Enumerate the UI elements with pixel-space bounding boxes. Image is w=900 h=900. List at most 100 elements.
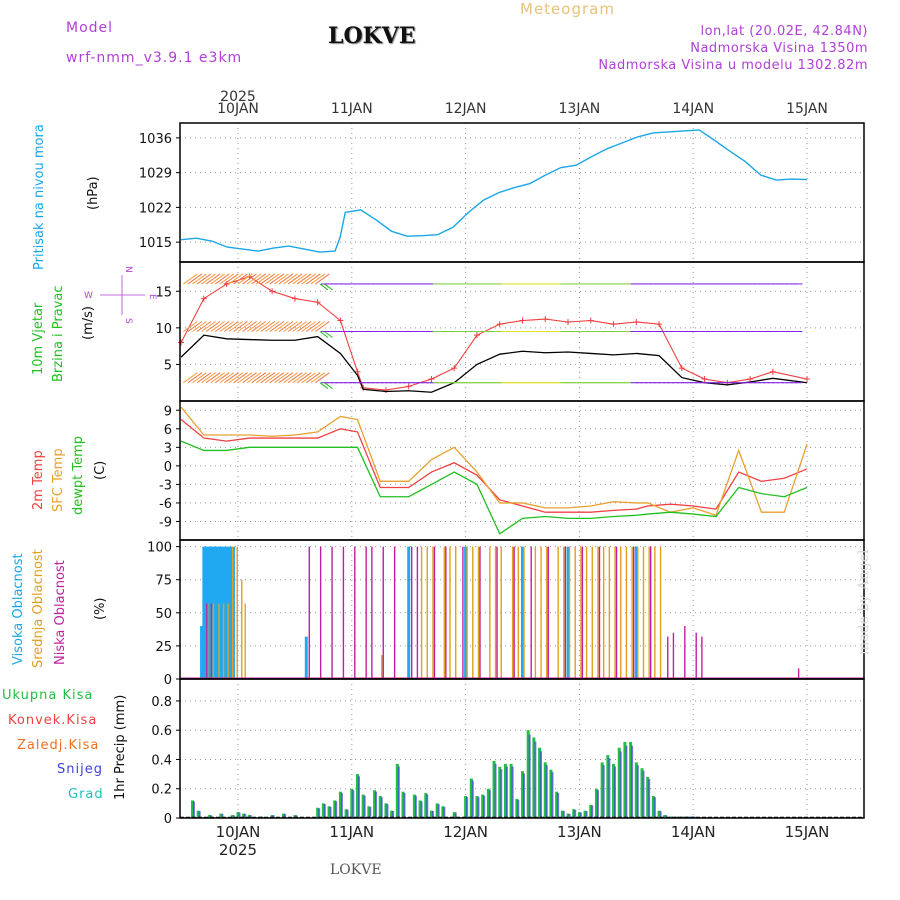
- precip-bar-total: [617, 747, 621, 818]
- cloud-title-3: Niska Oblacnost: [53, 560, 68, 665]
- precip-bar-snow: [619, 751, 622, 818]
- precip-bar-total: [503, 763, 507, 818]
- lonlat-text: lon,lat (20.02E, 42.84N): [700, 24, 868, 39]
- precip-bar-total: [572, 809, 576, 818]
- wind-arrow: [237, 273, 253, 285]
- wind-arrow: [246, 372, 262, 384]
- precip-bar-snow: [648, 779, 651, 818]
- panel-frame: [179, 678, 865, 819]
- precip-bar-snow: [357, 776, 360, 818]
- precip-bar-snow: [386, 804, 389, 818]
- precip-bar-snow: [346, 809, 349, 818]
- precip-bar-snow: [454, 812, 457, 818]
- precip-bar-total: [646, 777, 650, 818]
- wind-arrow: [324, 382, 333, 390]
- precip-bar-total: [629, 741, 633, 818]
- gust-marker: [178, 339, 185, 346]
- precip-bar-total: [623, 741, 627, 818]
- precip-bar-snow: [192, 801, 195, 818]
- precip-bar-total: [338, 791, 342, 818]
- precip-bar-total: [475, 796, 479, 818]
- precip-bar-total: [333, 800, 337, 818]
- wind-arrow: [228, 273, 244, 285]
- precip-bar-snow: [329, 806, 332, 818]
- wind-arrow: [205, 273, 221, 285]
- precip-bar-total: [452, 812, 456, 818]
- precip-legend-total: Ukupna Kisa: [2, 688, 93, 703]
- wind-arrow: [301, 273, 317, 285]
- precip-bar-snow: [591, 805, 594, 818]
- wind-arrow: [319, 331, 329, 338]
- precip-bar-snow: [323, 804, 326, 818]
- precip-bar-snow: [232, 815, 235, 818]
- precip-bar-snow: [414, 795, 417, 818]
- pressure-unit: (hPa): [86, 176, 101, 210]
- y-tick-label: -6: [159, 497, 172, 512]
- precip-bar-snow: [210, 815, 213, 818]
- wind-arrow: [205, 372, 221, 384]
- wind-arrow: [287, 273, 303, 285]
- wind-arrow: [315, 372, 330, 384]
- y-tick-label: 25: [155, 640, 172, 655]
- precip-bar-snow: [614, 766, 617, 818]
- wind-arrow: [237, 372, 253, 384]
- precip-bar-total: [401, 791, 405, 818]
- wind-arrow: [296, 372, 312, 384]
- wind-arrow: [310, 273, 326, 285]
- wind-arrow: [324, 283, 333, 291]
- precip-bar-total: [657, 810, 661, 818]
- precip-bar-snow: [249, 815, 252, 818]
- precip-bar-snow: [608, 758, 611, 818]
- precip-bar-total: [361, 794, 365, 818]
- precip-bar-snow: [562, 811, 565, 818]
- elevation-text: Nadmorska Visina 1350m: [690, 41, 868, 56]
- precip-bar-snow: [431, 811, 434, 818]
- wind-arrow: [292, 321, 307, 332]
- compass-w: W: [84, 291, 93, 301]
- precip-bar-total: [424, 793, 428, 818]
- wind-arrow: [196, 321, 212, 332]
- model-label: Model: [66, 20, 114, 36]
- precip-bar-total: [532, 737, 536, 818]
- wind-arrow: [260, 321, 276, 332]
- precip-unit: 1hr Precip (mm): [113, 695, 128, 800]
- wind-arrow: [183, 273, 198, 285]
- wind-arrow: [283, 372, 298, 384]
- precip-bar-total: [469, 778, 473, 818]
- wind-title-1: 10m Vjetar: [31, 302, 46, 375]
- wind-arrow: [278, 273, 294, 285]
- precip-bar-total: [663, 815, 667, 818]
- precip-bar-snow: [500, 769, 503, 818]
- product-title: Meteogram: [520, 0, 615, 18]
- y-tick-label: 5: [164, 358, 172, 373]
- pressure-line: [181, 129, 808, 253]
- precip-bar-total: [219, 813, 223, 818]
- precip-bar-snow: [375, 791, 378, 818]
- precip-bar-snow: [540, 751, 543, 818]
- wind-unit: (m/s): [81, 306, 96, 340]
- precip-bar-snow: [466, 797, 469, 818]
- precip-bar-snow: [557, 792, 560, 818]
- wind-arrow: [274, 372, 289, 384]
- precip-bar-total: [612, 763, 616, 818]
- wind-arrow: [246, 321, 262, 332]
- precip-bar-total: [594, 788, 598, 818]
- wind-arrow: [219, 321, 235, 332]
- wind-arrow: [319, 283, 329, 291]
- wind-arrow: [233, 273, 248, 285]
- y-tick-label: 100: [147, 541, 172, 556]
- precip-bar-total: [373, 790, 377, 818]
- precip-bar-snow: [221, 813, 224, 818]
- wind-arrow: [260, 372, 276, 384]
- wind-arrow: [201, 321, 216, 332]
- precip-bar-snow: [369, 806, 372, 818]
- wind-arrow: [233, 372, 248, 384]
- precip-bar-total: [549, 769, 553, 818]
- compass-s: S: [123, 318, 133, 324]
- precip-bar-snow: [579, 812, 582, 818]
- wind-arrow: [265, 372, 280, 384]
- precip-bar-total: [395, 763, 399, 818]
- precip-bar-snow: [272, 815, 275, 818]
- wind-arrow: [315, 273, 330, 285]
- y-tick-label: 0.8: [151, 695, 172, 710]
